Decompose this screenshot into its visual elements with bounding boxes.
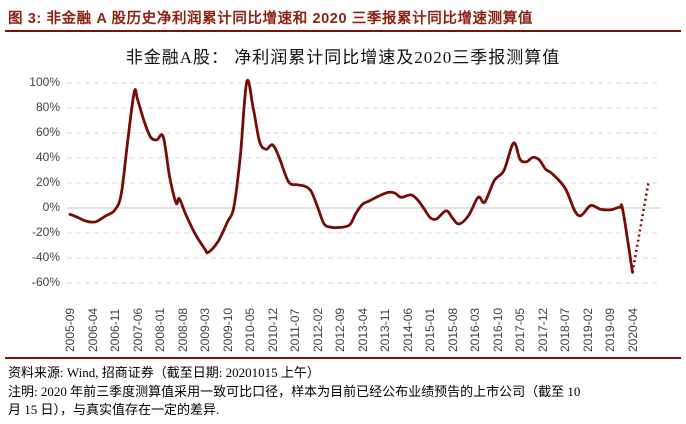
x-tick-label: 2012-02 [310,307,325,352]
y-tick-label: -40% [31,250,60,264]
y-tick-label: 20% [35,175,60,189]
note-text-line2: 月 15 日），与真实值存在一定的差异. [8,402,220,417]
x-tick-label: 2016-03 [468,307,482,352]
y-tick-label: -20% [31,225,60,239]
x-tick-label: 2014-06 [400,307,415,352]
x-tick-label: 2006-11 [108,308,122,352]
x-tick-label: 2017-05 [513,307,527,352]
x-tick-label: 2007-06 [130,307,145,352]
x-tick-label: 2016-10 [490,307,505,352]
y-tick-label: 100% [29,75,60,89]
y-tick-label: 60% [35,125,60,139]
x-tick-label: 2009-10 [220,307,235,352]
y-tick-label: 40% [35,150,60,164]
x-tick-label: 2013-04 [355,307,370,352]
x-tick-label: 2010-05 [243,307,257,352]
x-tick-label: 2013-11 [378,308,392,352]
x-tick-label: 2019-09 [603,307,617,352]
x-tick-label: 2015-08 [445,307,460,352]
footer-divider-rule [5,357,681,359]
x-tick-label: 2017-12 [535,307,550,352]
x-tick-label: 2020-04 [625,307,640,352]
estimate-dotted-line [631,181,650,273]
x-tick-label: 2006-04 [85,307,100,352]
x-tick-label: 2012-09 [333,307,347,352]
x-tick-label: 2015-01 [423,307,437,352]
x-tick-label: 2018-07 [558,307,572,352]
chart-title: 非金融A股： 净利润累计同比增速及2020三季报测算值 [125,48,561,67]
x-tick-label: 2011-07 [288,308,302,352]
x-tick-label: 2005-09 [63,307,77,352]
source-text: 资料来源: Wind, 招商证券（截至日期: 20201015 上午） [8,365,320,380]
x-tick-label: 2019-02 [580,307,595,352]
note-text-line1: 注明: 2020 年前三季度测算值采用一致可比口径，样本为目前已经公布业绩预告的… [8,384,581,399]
x-tick-label: 2008-08 [175,307,190,352]
y-tick-label: -60% [31,275,60,289]
growth-line [68,78,634,274]
x-tick-label: 2009-03 [198,307,212,352]
y-tick-label: 0% [42,200,60,214]
y-tick-label: 80% [35,100,60,114]
x-tick-label: 2010-12 [265,307,280,352]
x-tick-label: 2008-01 [153,307,167,352]
figure-caption: 图 3: 非金融 A 股历史净利润累计同比增速和 2020 三季报累计同比增速测… [8,11,533,27]
caption-divider-rule [5,30,681,32]
